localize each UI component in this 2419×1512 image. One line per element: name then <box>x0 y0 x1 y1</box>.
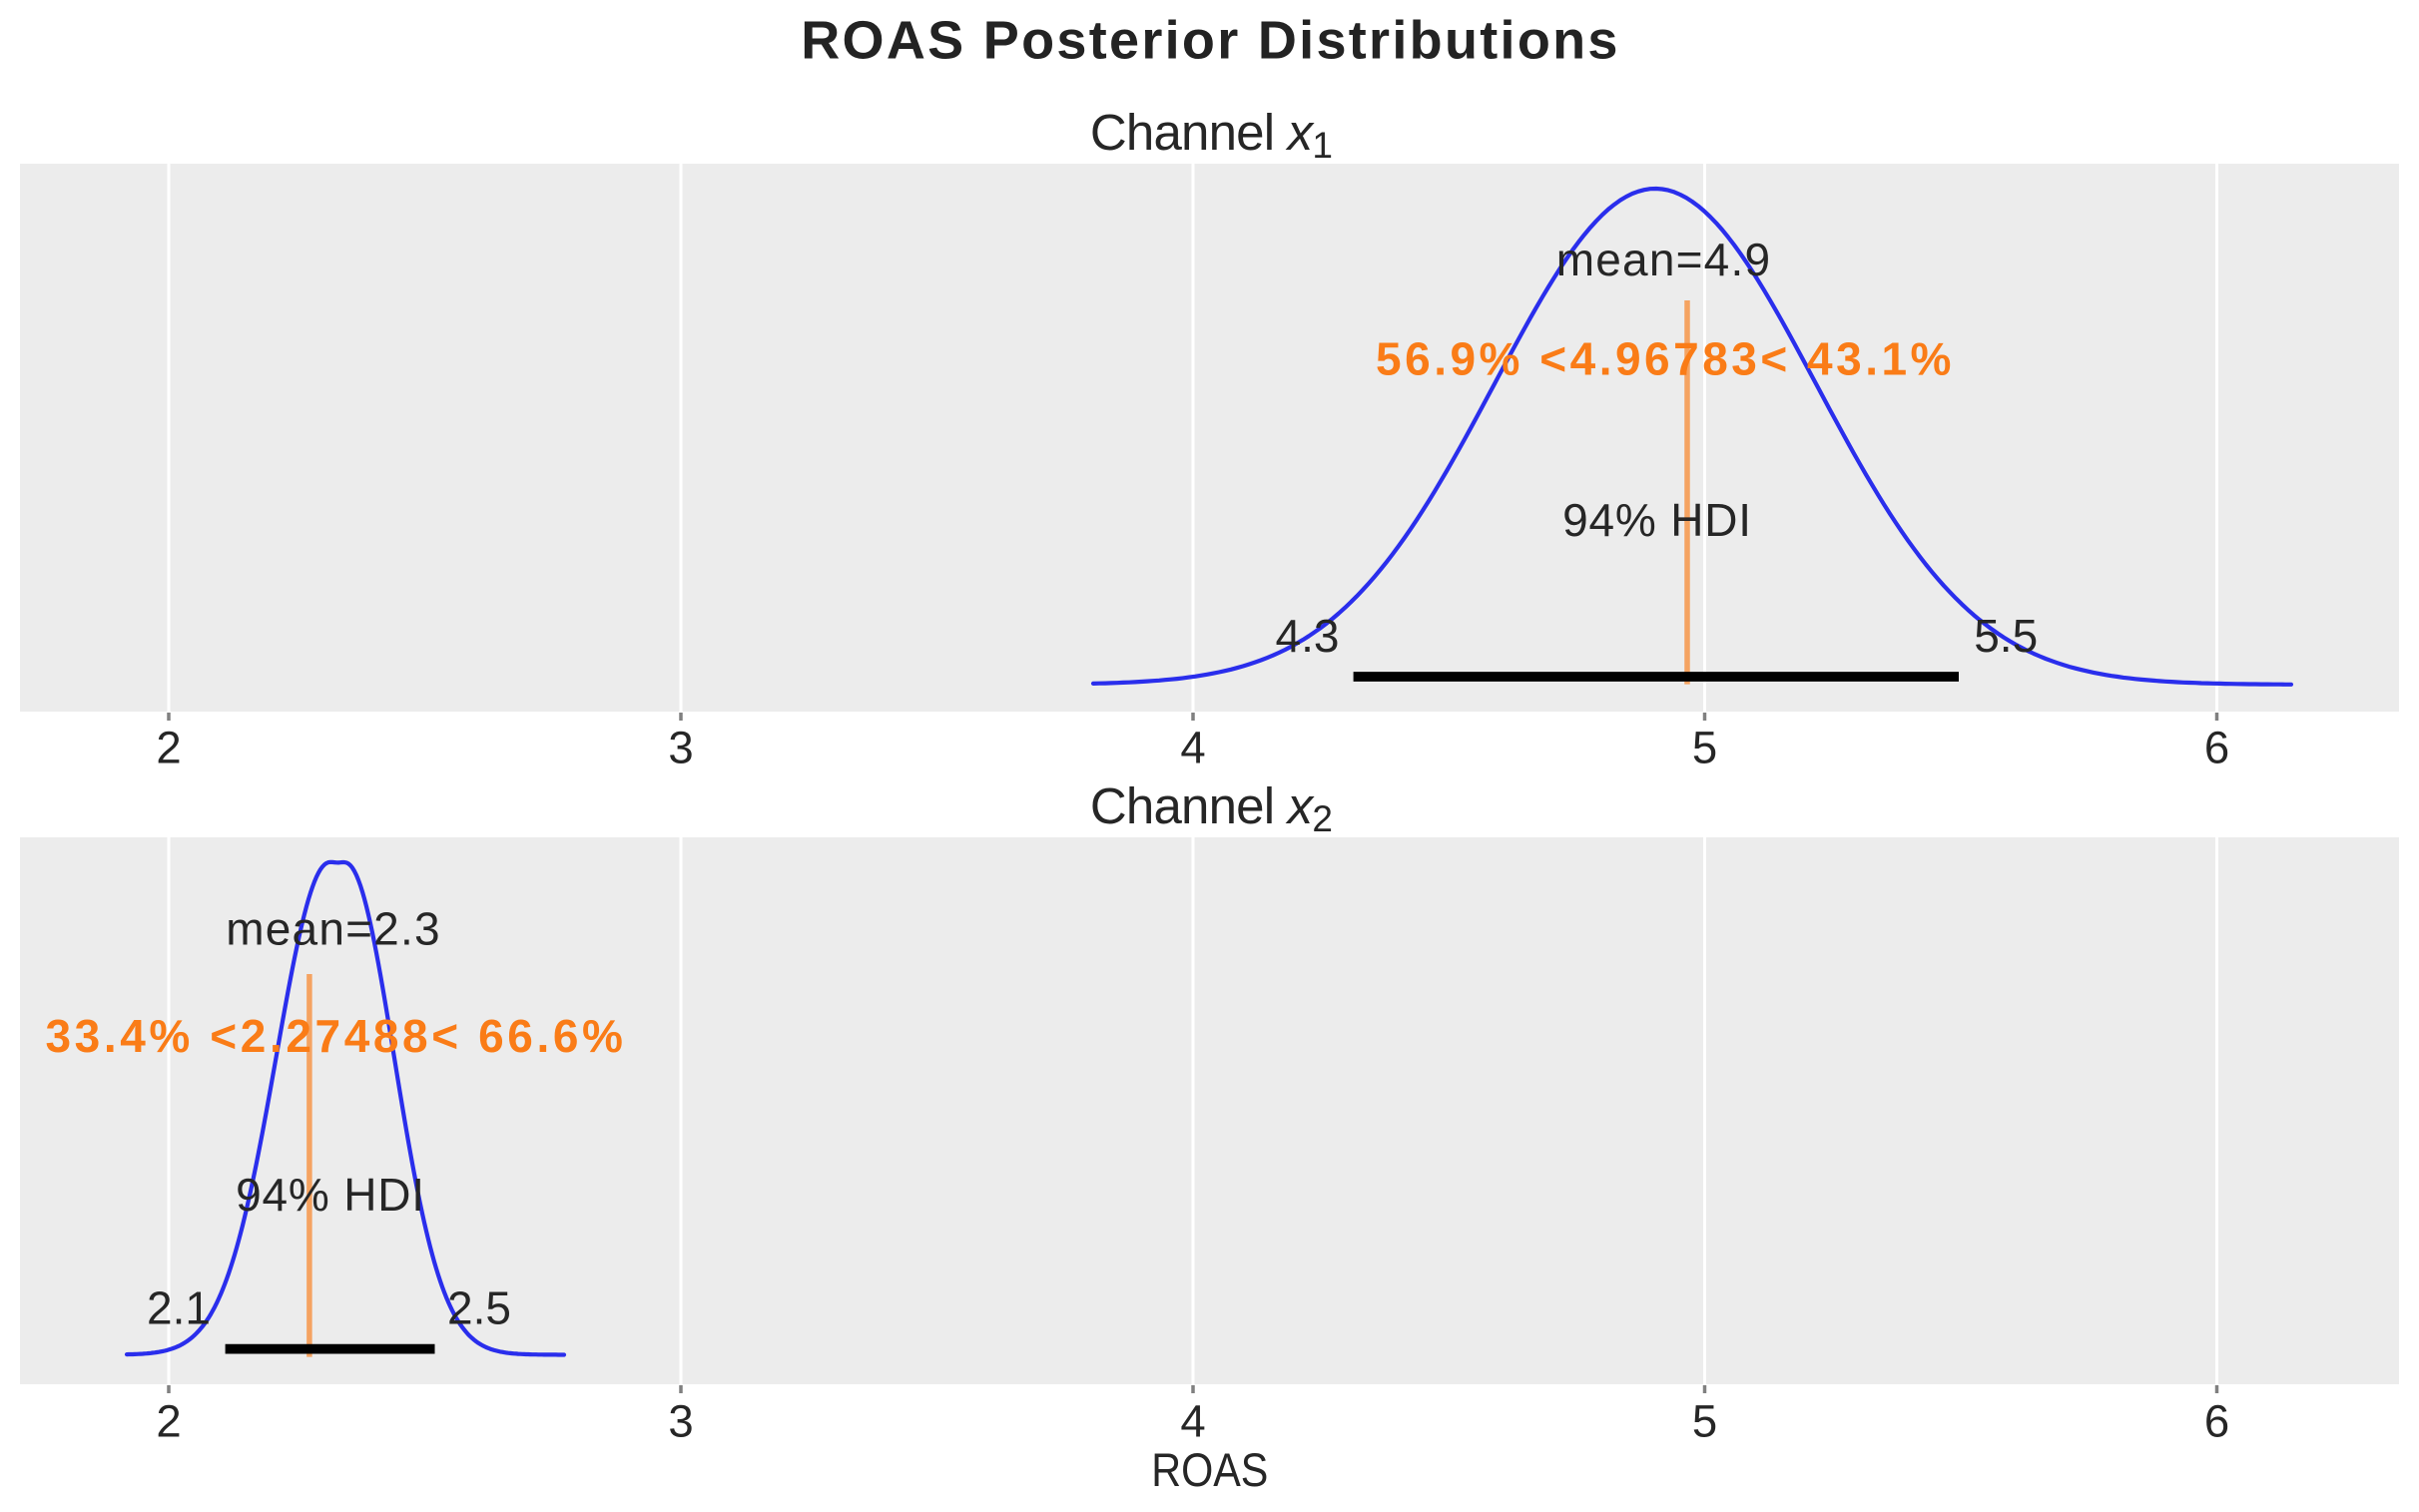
svg-text:5: 5 <box>1692 722 1717 772</box>
svg-text:6: 6 <box>2204 722 2229 772</box>
svg-text:4.3: 4.3 <box>1276 610 1340 662</box>
svg-text:56.9% <4.96783< 43.1%: 56.9% <4.96783< 43.1% <box>1376 333 1955 385</box>
svg-text:mean=2.3: mean=2.3 <box>226 903 440 955</box>
svg-text:2: 2 <box>156 1395 181 1446</box>
svg-text:33.4% <2.27488< 66.6%: 33.4% <2.27488< 66.6% <box>45 1010 626 1062</box>
svg-text:4: 4 <box>1180 722 1205 772</box>
svg-text:Channel x2: Channel x2 <box>1090 777 1332 839</box>
svg-text:5.5: 5.5 <box>1974 610 2038 662</box>
svg-text:2.5: 2.5 <box>447 1282 511 1334</box>
svg-text:4: 4 <box>1180 1395 1205 1446</box>
svg-text:ROAS Posterior Distributions: ROAS Posterior Distributions <box>801 11 1619 71</box>
svg-text:3: 3 <box>668 722 693 772</box>
svg-text:2.1: 2.1 <box>147 1282 211 1334</box>
svg-text:94% HDI: 94% HDI <box>1562 494 1752 546</box>
svg-text:6: 6 <box>2204 1395 2229 1446</box>
svg-text:3: 3 <box>668 1395 693 1446</box>
svg-text:ROAS: ROAS <box>1151 1445 1268 1497</box>
svg-text:5: 5 <box>1692 1395 1717 1446</box>
svg-text:2: 2 <box>156 722 181 772</box>
svg-text:94% HDI: 94% HDI <box>236 1169 425 1221</box>
svg-text:mean=4.9: mean=4.9 <box>1556 234 1771 285</box>
svg-text:Channel x1: Channel x1 <box>1090 104 1332 166</box>
